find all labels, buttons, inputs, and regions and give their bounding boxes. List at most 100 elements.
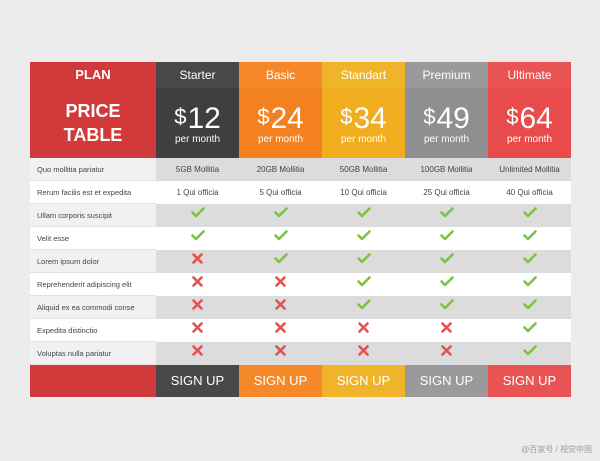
quantity-value: 40 Qui officia (488, 181, 571, 204)
plan-name-basic: Basic (239, 62, 322, 88)
price-table-title: PRICE TABLE (30, 88, 156, 158)
check-icon (356, 273, 371, 296)
price-premium: $49 per month (405, 88, 488, 158)
signup-button-basic[interactable]: SIGN UP (239, 365, 322, 397)
storage-value: Unlimited Mollitia (488, 158, 571, 181)
feature-availability (322, 342, 405, 365)
quantity-amount: 1 (176, 188, 181, 197)
feature-label: Reprehenderit adipiscing elit (30, 273, 156, 296)
feature-availability (156, 227, 239, 250)
feature-availability (239, 296, 322, 319)
cross-icon (358, 342, 369, 365)
signup-button-starter[interactable]: SIGN UP (156, 365, 239, 397)
price-row: PRICE TABLE $12 per month $24 per month … (30, 88, 571, 158)
feature-availability (405, 296, 488, 319)
price-period: per month (506, 133, 553, 145)
feature-label: Voluptas nulla pariatur (30, 342, 156, 365)
feature-label: Ullam corporis suscipit (30, 204, 156, 227)
price-value: 12 (187, 101, 221, 135)
signup-button-standart[interactable]: SIGN UP (322, 365, 405, 397)
feature-label: Velit esse (30, 227, 156, 250)
storage-suffix: Mollitia (534, 165, 560, 174)
signup-button-premium[interactable]: SIGN UP (405, 365, 488, 397)
feature-availability (488, 342, 571, 365)
check-icon (522, 250, 537, 273)
title-line2: TABLE (63, 125, 123, 145)
feature-row: Ullam corporis suscipit (30, 204, 571, 227)
price-value: 49 (436, 101, 470, 135)
quantity-amount: 5 (259, 188, 264, 197)
feature-label: Lorem ipsum dolor (30, 250, 156, 273)
price-table: PLAN Starter Basic Standart Premium Ulti… (30, 62, 571, 397)
plan-name-starter: Starter (156, 62, 239, 88)
currency: $ (340, 103, 353, 129)
feature-availability (322, 227, 405, 250)
price-basic: $24 per month (239, 88, 322, 158)
check-icon (356, 204, 371, 227)
cross-icon (275, 273, 286, 296)
check-icon (273, 250, 288, 273)
feature-availability (405, 227, 488, 250)
feature-label: Aliquid ex ea commodi conse (30, 296, 156, 319)
check-icon (522, 273, 537, 296)
feature-availability (156, 319, 239, 342)
feature-availability (239, 227, 322, 250)
price-ultimate: $64 per month (488, 88, 571, 158)
quantity-amount: 40 (506, 188, 516, 197)
price-period: per month (340, 133, 387, 145)
feature-availability (488, 227, 571, 250)
check-icon (356, 296, 371, 319)
plan-name-premium: Premium (405, 62, 488, 88)
feature-availability (488, 319, 571, 342)
feature-label: Quo mollitia pariatur (30, 158, 156, 181)
cross-icon (358, 319, 369, 342)
plan-label: PLAN (30, 62, 156, 88)
feature-availability (239, 319, 322, 342)
check-icon (190, 204, 205, 227)
feature-availability (488, 296, 571, 319)
storage-suffix: Mollitia (194, 165, 220, 174)
storage-suffix: Mollitia (362, 165, 388, 174)
check-icon (522, 204, 537, 227)
price-standart: $34 per month (322, 88, 405, 158)
check-icon (356, 227, 371, 250)
plan-name-ultimate: Ultimate (488, 62, 571, 88)
check-icon (439, 204, 454, 227)
feature-availability (239, 250, 322, 273)
quantity-suffix: Qui officia (517, 188, 553, 197)
storage-suffix: Mollitia (447, 165, 473, 174)
currency: $ (506, 103, 519, 129)
quantity-amount: 10 (340, 188, 350, 197)
storage-amount: 20GB (256, 165, 278, 174)
storage-value: 100GB Mollitia (405, 158, 488, 181)
check-icon (356, 250, 371, 273)
feature-label: Expedita distinctio (30, 319, 156, 342)
cross-icon (275, 296, 286, 319)
check-icon (439, 273, 454, 296)
quantity-suffix: Qui officia (434, 188, 470, 197)
storage-amount: 100GB (420, 165, 446, 174)
feature-availability (156, 296, 239, 319)
cross-icon (192, 342, 203, 365)
price-value: 64 (519, 101, 553, 135)
signup-button-ultimate[interactable]: SIGN UP (488, 365, 571, 397)
quantity-suffix: Qui officia (351, 188, 387, 197)
quantity-value: 1 Qui officia (156, 181, 239, 204)
feature-list: Quo mollitia pariatur 5GB Mollitia 20GB Mo… (30, 158, 571, 365)
feature-availability (322, 250, 405, 273)
currency: $ (257, 103, 270, 129)
feature-availability (322, 204, 405, 227)
feature-availability (156, 342, 239, 365)
quantity-value: 5 Qui officia (239, 181, 322, 204)
feature-row: Lorem ipsum dolor (30, 250, 571, 273)
feature-availability (239, 204, 322, 227)
quantity-value: 10 Qui officia (322, 181, 405, 204)
check-icon (439, 227, 454, 250)
storage-suffix: Mollitia (279, 165, 305, 174)
feature-availability (156, 204, 239, 227)
check-icon (273, 227, 288, 250)
cross-icon (441, 319, 452, 342)
feature-availability (322, 296, 405, 319)
storage-amount: 50GB (339, 165, 361, 174)
price-value: 34 (353, 101, 387, 135)
